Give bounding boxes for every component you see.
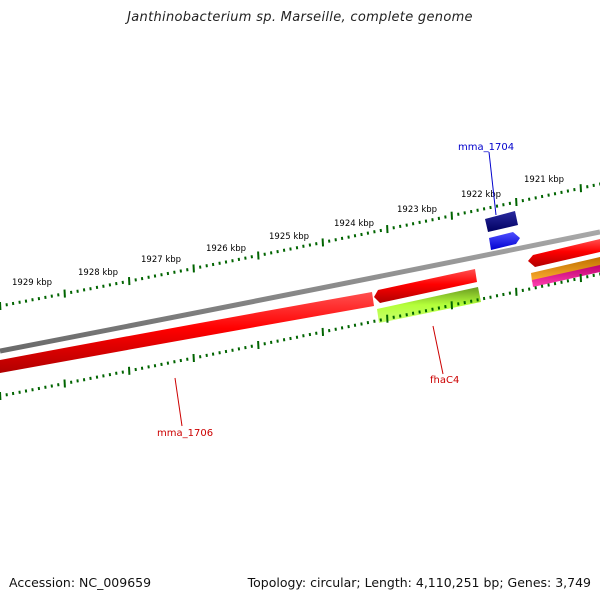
kbp-scale-labels: 1929 kbp 1928 kbp 1927 kbp 1926 kbp 1925… bbox=[12, 175, 564, 288]
leader-mma-1706 bbox=[174, 377, 183, 427]
kbp-label-1927: 1927 kbp bbox=[141, 255, 181, 265]
gene-mma-1706[interactable] bbox=[0, 292, 374, 373]
kbp-label-1921: 1921 kbp bbox=[524, 175, 564, 185]
leader-fhaC4 bbox=[432, 325, 444, 375]
gene-label-leaders bbox=[174, 151, 497, 427]
kbp-label-1928: 1928 kbp bbox=[78, 268, 118, 278]
kbp-label-1926: 1926 kbp bbox=[206, 244, 246, 254]
kbp-label-1925: 1925 kbp bbox=[269, 232, 309, 242]
accession-text: Accession: NC_009659 bbox=[9, 575, 152, 590]
kbp-label-1923: 1923 kbp bbox=[397, 205, 437, 215]
gene-mma-1704-arrow[interactable] bbox=[489, 232, 520, 250]
forward-strand-features bbox=[374, 211, 600, 303]
gene-orange-right[interactable] bbox=[531, 257, 600, 282]
genome-summary-text: Topology: circular; Length: 4,110,251 bp… bbox=[247, 575, 591, 590]
kbp-label-1924: 1924 kbp bbox=[334, 219, 374, 229]
kbp-label-1922: 1922 kbp bbox=[461, 190, 501, 200]
cds-forward-red-mid[interactable] bbox=[374, 269, 477, 303]
kbp-label-1929: 1929 kbp bbox=[12, 278, 52, 288]
leader-mma-1704 bbox=[488, 151, 497, 216]
gene-label-mma-1706[interactable]: mma_1706 bbox=[157, 428, 213, 439]
outer-tick-track bbox=[0, 182, 600, 311]
gene-magenta-right[interactable] bbox=[532, 265, 600, 287]
gene-mma-1704-outer[interactable] bbox=[485, 211, 518, 232]
gene-fhaC4[interactable] bbox=[377, 287, 481, 323]
map-title: Janthinobacterium sp. Marseille, complet… bbox=[127, 10, 473, 25]
genome-backbone bbox=[0, 229, 600, 354]
inner-tick-track bbox=[0, 272, 600, 401]
gene-label-mma-1704[interactable]: mma_1704 bbox=[458, 142, 514, 153]
gene-label-fhaC4[interactable]: fhaC4 bbox=[430, 375, 459, 386]
reverse-strand-features bbox=[0, 257, 600, 373]
cds-forward-red-right[interactable] bbox=[528, 239, 600, 267]
